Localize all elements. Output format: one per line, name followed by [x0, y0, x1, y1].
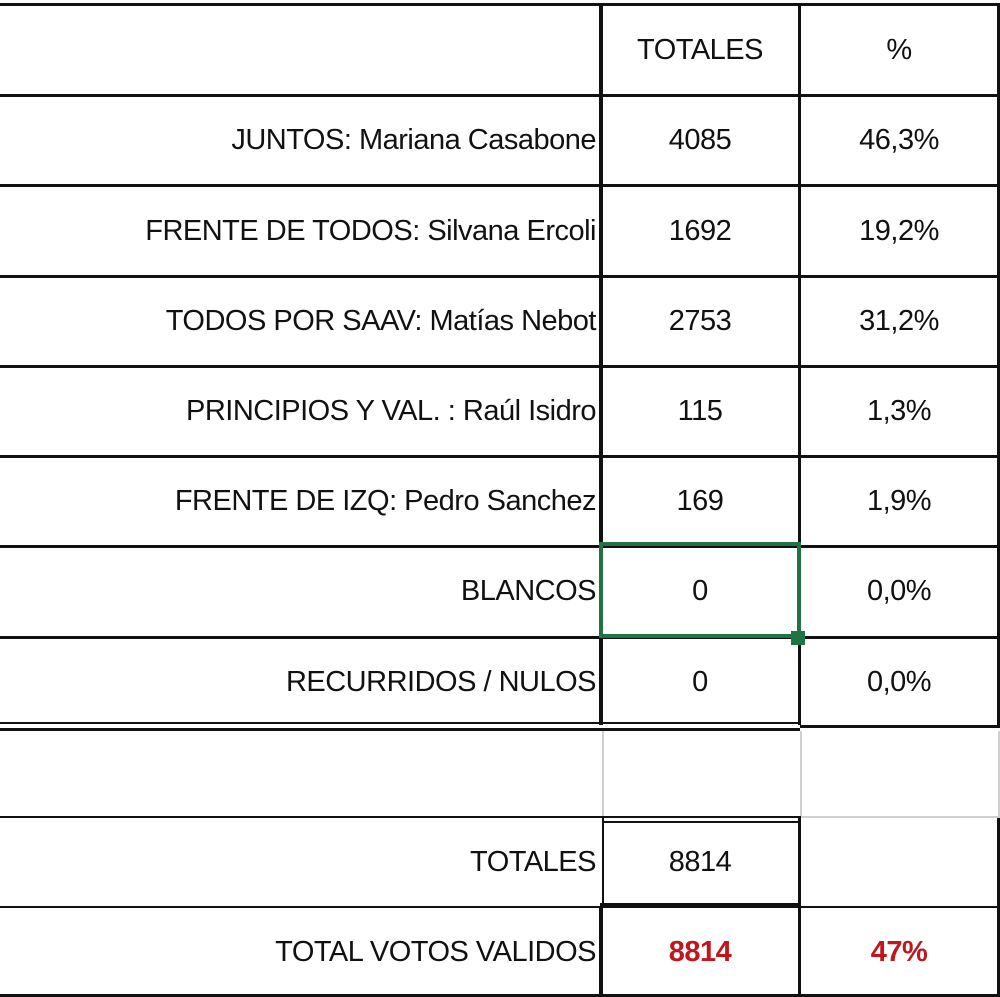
- party-pct[interactable]: 1,3%: [866, 394, 932, 427]
- totals-value[interactable]: 8814: [668, 845, 732, 878]
- fill-handle[interactable]: [791, 631, 805, 645]
- selected-cell-outline[interactable]: [599, 542, 801, 638]
- party-total[interactable]: 2753: [668, 304, 732, 337]
- gridline: [602, 816, 604, 906]
- gridline: [0, 816, 800, 818]
- header-row: TOTALES %: [0, 5, 1000, 95]
- gridline: [798, 3, 801, 725]
- table-row: FRENTE DE TODOS: Silvana Ercoli 1692 19,…: [0, 186, 1000, 276]
- totals-row: TOTALES 8814: [0, 817, 1000, 907]
- gridline: [602, 731, 604, 817]
- party-pct[interactable]: 19,2%: [859, 214, 939, 247]
- gridline: [602, 821, 800, 823]
- gridline: [798, 816, 801, 997]
- totals-label[interactable]: TOTALES: [470, 845, 596, 878]
- party-total[interactable]: 1692: [668, 214, 732, 247]
- gridline: [0, 184, 1000, 187]
- header-totales[interactable]: TOTALES: [637, 33, 763, 66]
- table-row: JUNTOS: Mariana Casabone 4085 46,3%: [0, 95, 1000, 185]
- gridline: [0, 94, 1000, 97]
- party-pct[interactable]: 0,0%: [866, 574, 932, 607]
- party-total[interactable]: 0: [692, 665, 708, 698]
- gridline: [599, 3, 603, 725]
- party-pct[interactable]: 1,9%: [866, 484, 932, 517]
- gridline: [0, 636, 1000, 639]
- valid-votes-row: TOTAL VOTOS VALIDOS 8814 47%: [0, 907, 1000, 997]
- party-label[interactable]: TODOS POR SAAV: Matías Nebot: [165, 304, 597, 337]
- gridline: [997, 818, 1000, 997]
- gridline: [0, 994, 1000, 997]
- gridline: [998, 731, 1000, 817]
- party-label[interactable]: PRINCIPIOS Y VAL. : Raúl Isidro: [186, 394, 597, 427]
- gridline: [0, 455, 1000, 458]
- party-pct[interactable]: 31,2%: [859, 304, 939, 337]
- gridline: [800, 725, 1000, 728]
- header-pct[interactable]: %: [886, 33, 912, 66]
- gridline: [997, 3, 1000, 728]
- totals-pct-empty[interactable]: [800, 817, 998, 907]
- party-label[interactable]: JUNTOS: Mariana Casabone: [231, 123, 596, 156]
- party-label[interactable]: BLANCOS: [460, 574, 597, 607]
- gridline: [800, 816, 1000, 818]
- header-label-cell[interactable]: [0, 5, 600, 95]
- gridline: [800, 731, 802, 817]
- gridline: [599, 906, 603, 997]
- gridline: [0, 722, 800, 724]
- party-total[interactable]: 0: [692, 574, 708, 607]
- gridline: [0, 906, 1000, 908]
- party-total[interactable]: 4085: [668, 123, 732, 156]
- party-pct[interactable]: 46,3%: [859, 123, 939, 156]
- table-row: FRENTE DE IZQ: Pedro Sanchez 169 1,9%: [0, 456, 1000, 546]
- party-pct[interactable]: 0,0%: [866, 665, 932, 698]
- table-row: TODOS POR SAAV: Matías Nebot 2753 31,2%: [0, 276, 1000, 366]
- gridline: [0, 545, 1000, 548]
- gridline: [600, 903, 800, 907]
- gridline: [0, 3, 1000, 6]
- party-total[interactable]: 169: [676, 484, 724, 517]
- gridline: [0, 365, 1000, 368]
- party-label[interactable]: RECURRIDOS / NULOS: [285, 665, 597, 698]
- valid-votes-label[interactable]: TOTAL VOTOS VALIDOS: [275, 935, 596, 968]
- valid-votes-pct[interactable]: 47%: [870, 935, 928, 968]
- party-label[interactable]: FRENTE DE TODOS: Silvana Ercoli: [145, 214, 596, 247]
- party-label[interactable]: FRENTE DE IZQ: Pedro Sanchez: [174, 484, 597, 517]
- valid-votes-total[interactable]: 8814: [668, 935, 732, 968]
- table-row: BLANCOS 0 0,0%: [0, 546, 1000, 636]
- gridline: [0, 275, 1000, 278]
- party-total[interactable]: 115: [677, 394, 723, 427]
- table-row: PRINCIPIOS Y VAL. : Raúl Isidro 115 1,3%: [0, 366, 1000, 456]
- gridline: [0, 728, 800, 731]
- table-row: RECURRIDOS / NULOS 0 0,0%: [0, 637, 1000, 727]
